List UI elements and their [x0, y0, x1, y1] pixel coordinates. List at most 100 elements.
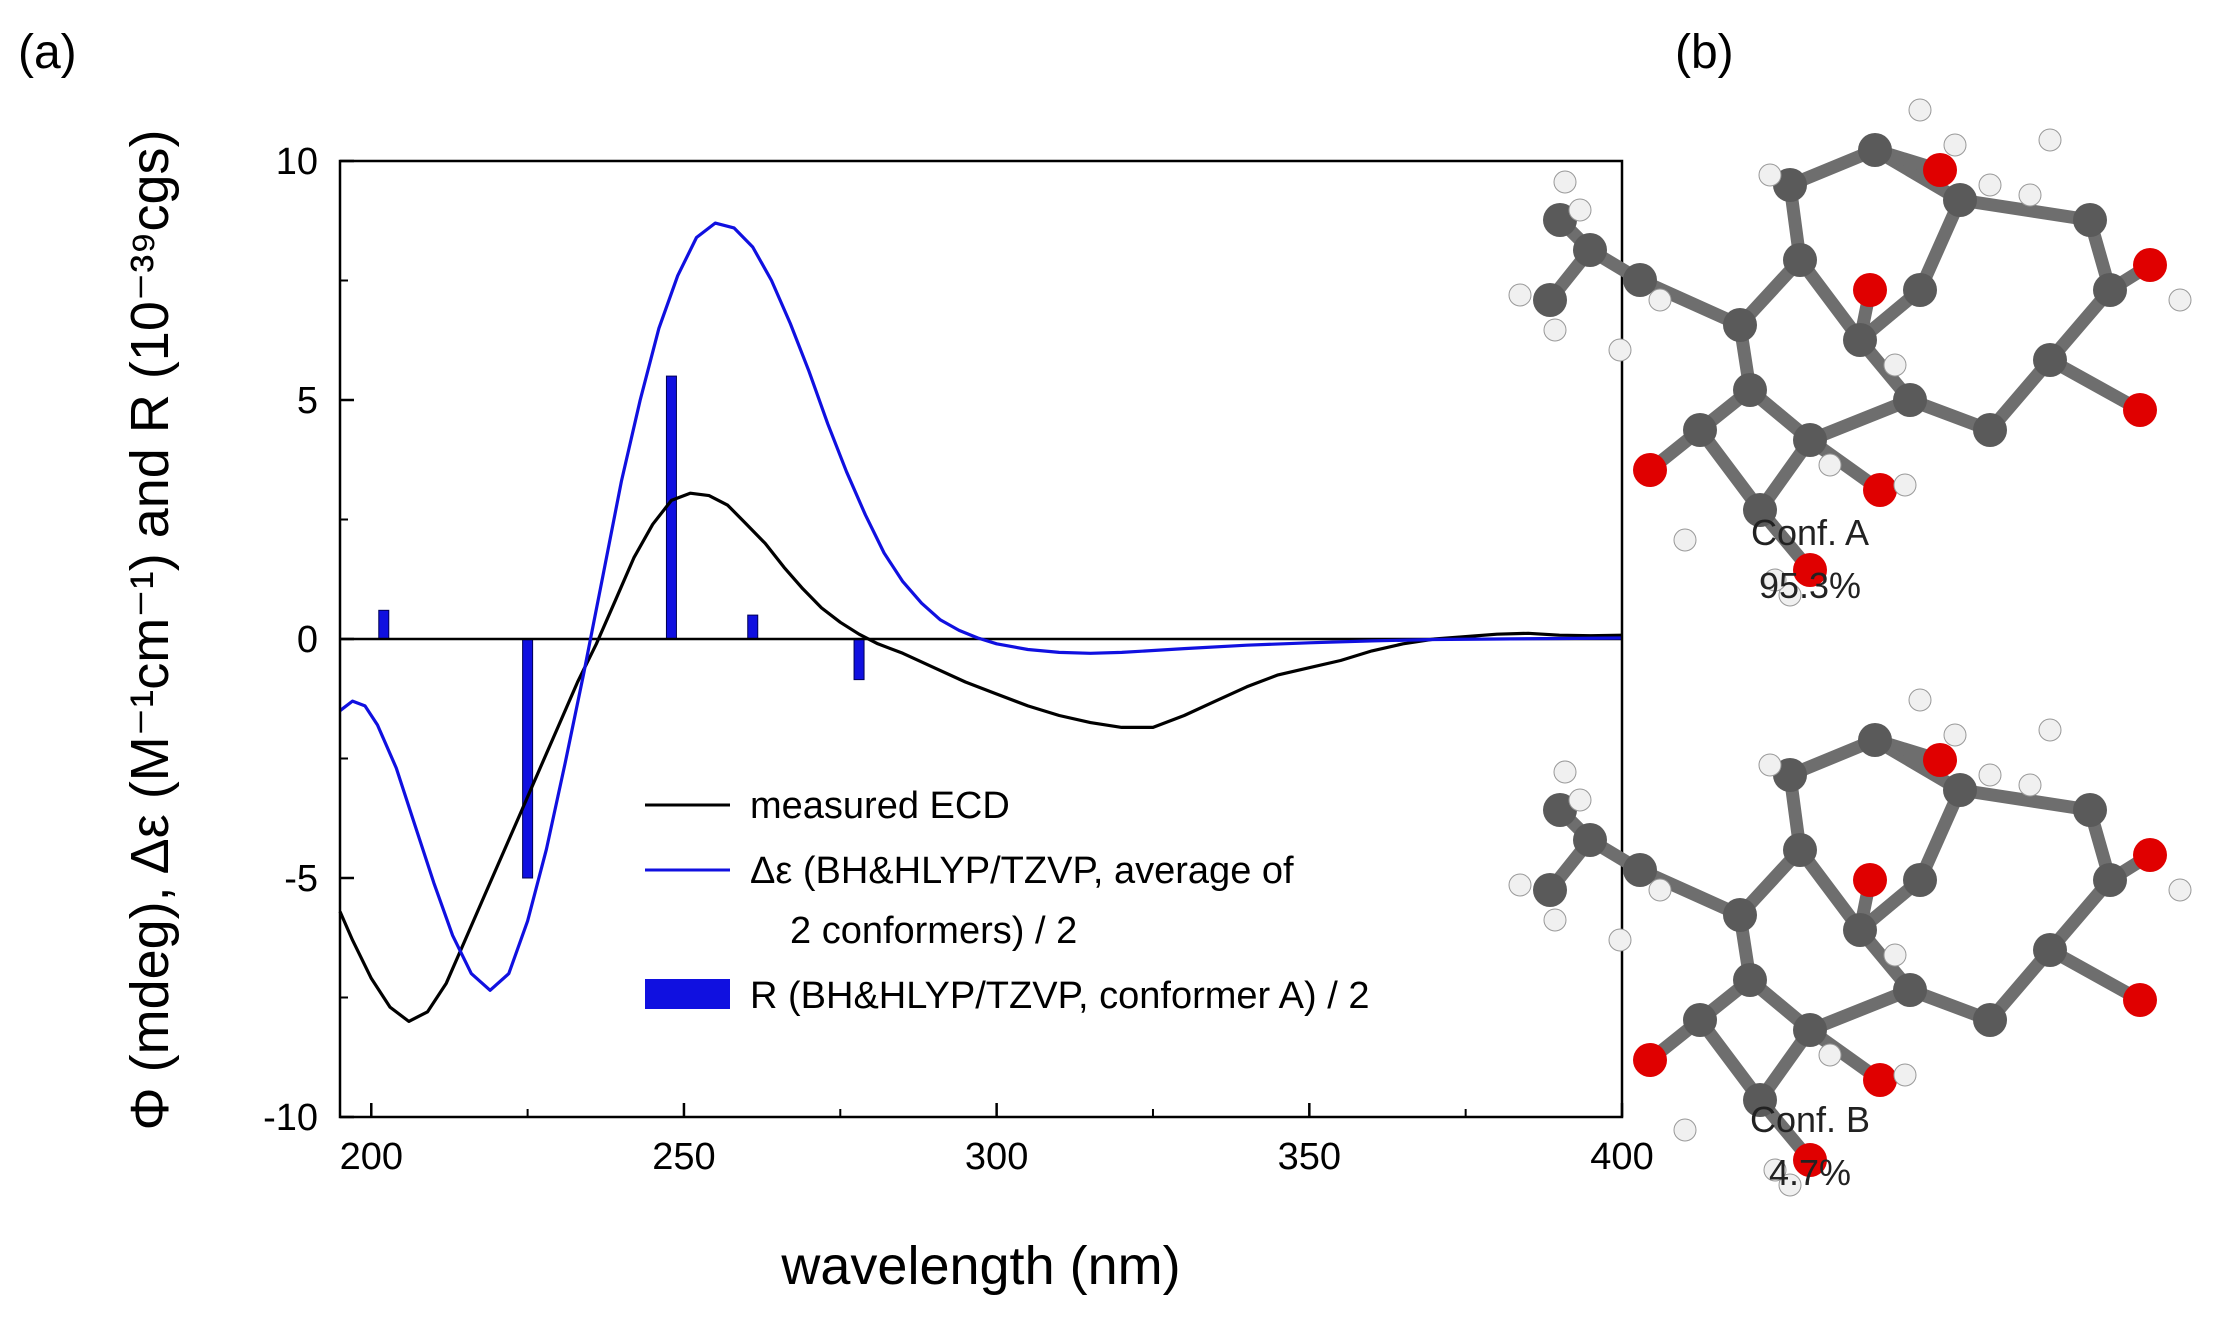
- ecd-chart: 200 250 300 350 400 10 5 0 -5 -10 wavelength (nm…: [120, 130, 1654, 1296]
- panel-label-a: (a): [18, 26, 77, 79]
- x-axis-ticks: 200 250 300 350 400: [340, 1103, 1654, 1178]
- carbon-atom: [1723, 308, 1757, 342]
- carbon-atom: [1943, 773, 1977, 807]
- hydrogen-atom: [1508, 873, 1532, 897]
- carbon-atom: [2093, 863, 2127, 897]
- hydrogen-atom: [1778, 1173, 1802, 1197]
- y-axis-ticks: 10 5 0 -5 -10: [263, 141, 354, 1139]
- panel-label-b: (b): [1675, 26, 1734, 79]
- carbon-atom: [1843, 913, 1877, 947]
- bond: [1953, 783, 2097, 817]
- stick-bar: [522, 638, 534, 879]
- carbon-atom: [1533, 283, 1567, 317]
- carbon-atom: [1773, 168, 1807, 202]
- conformer-a-label: Conf. A: [1751, 512, 1869, 553]
- carbon-atom: [1773, 758, 1807, 792]
- hydrogen-atom: [1568, 788, 1592, 812]
- x-tick-label: 350: [1278, 1136, 1341, 1178]
- bond: [1803, 983, 1917, 1037]
- oxygen-atom: [1853, 863, 1887, 897]
- legend-label-measured: measured ECD: [750, 785, 1010, 827]
- stick-bar: [747, 614, 759, 640]
- conformer-a-model: Conf. A 95.3%: [1508, 98, 2192, 607]
- carbon-atom: [1943, 183, 1977, 217]
- hydrogen-atom: [1883, 943, 1907, 967]
- hydrogen-atom: [1553, 760, 1577, 784]
- carbon-atom: [1743, 1083, 1777, 1117]
- bond: [1633, 863, 1747, 922]
- hydrogen-atom: [1818, 1043, 1842, 1067]
- hydrogen-atom: [1508, 283, 1532, 307]
- bond: [1953, 193, 2097, 227]
- bond: [1633, 273, 1747, 332]
- x-tick-label: 250: [652, 1136, 715, 1178]
- hydrogen-atom: [2038, 128, 2062, 152]
- stick-spectrum: [378, 375, 865, 879]
- legend-label-calc-line2: 2 conformers) / 2: [790, 910, 1077, 952]
- carbon-atom: [2093, 273, 2127, 307]
- hydrogen-atom: [1673, 528, 1697, 552]
- oxygen-atom: [1793, 553, 1827, 587]
- y-tick-label: -5: [284, 858, 318, 900]
- stick-bar: [378, 609, 390, 640]
- oxygen-atom: [2123, 983, 2157, 1017]
- legend: measured ECD Δε (BH&HLYP/TZVP, average o…: [645, 785, 1369, 1017]
- carbon-atom: [1793, 1013, 1827, 1047]
- hydrogen-atom: [1893, 473, 1917, 497]
- carbon-atom: [1733, 963, 1767, 997]
- hydrogen-atom: [2018, 773, 2042, 797]
- carbon-atom: [1573, 233, 1607, 267]
- hydrogen-atom: [1893, 1063, 1917, 1087]
- bond: [2043, 943, 2147, 1007]
- carbon-atom: [1723, 898, 1757, 932]
- hydrogen-atom: [1608, 928, 1632, 952]
- hydrogen-atom: [1883, 353, 1907, 377]
- carbon-atom: [2073, 793, 2107, 827]
- carbon-atom: [1543, 203, 1577, 237]
- hydrogen-atom: [1943, 723, 1967, 747]
- hydrogen-atom: [1763, 568, 1787, 592]
- hydrogen-atom: [2168, 288, 2192, 312]
- carbon-atom: [1893, 973, 1927, 1007]
- oxygen-atom: [1853, 273, 1887, 307]
- oxygen-atom: [2123, 393, 2157, 427]
- oxygen-atom: [1863, 473, 1897, 507]
- molecule-a-picture: [1508, 98, 2192, 607]
- hydrogen-atom: [1758, 163, 1782, 187]
- hydrogen-atom: [1978, 763, 2002, 787]
- carbon-atom: [1843, 323, 1877, 357]
- x-axis-title: wavelength (nm): [780, 1236, 1180, 1296]
- carbon-atom: [1783, 243, 1817, 277]
- carbon-atom: [1903, 863, 1937, 897]
- carbon-atom: [1973, 1003, 2007, 1037]
- hydrogen-atom: [1543, 318, 1567, 342]
- hydrogen-atom: [1818, 453, 1842, 477]
- carbon-atom: [1683, 413, 1717, 447]
- series-line-measured: [338, 491, 1623, 1023]
- oxygen-atom: [1923, 743, 1957, 777]
- carbon-atom: [1903, 273, 1937, 307]
- oxygen-atom: [1633, 1043, 1667, 1077]
- stick-bar: [853, 638, 865, 681]
- molecule-b-picture: [1508, 688, 2192, 1197]
- hydrogen-atom: [1978, 173, 2002, 197]
- bond: [1803, 393, 1917, 447]
- hydrogen-atom: [1908, 688, 1932, 712]
- hydrogen-atom: [1608, 338, 1632, 362]
- legend-label-sticks: R (BH&HLYP/TZVP, conformer A) / 2: [750, 975, 1369, 1017]
- conformer-a-percent: 95.3%: [1759, 565, 1861, 606]
- hydrogen-atom: [1908, 98, 1932, 122]
- carbon-atom: [1783, 833, 1817, 867]
- carbon-atom: [1793, 423, 1827, 457]
- oxygen-atom: [1793, 1143, 1827, 1177]
- carbon-atom: [1543, 793, 1577, 827]
- carbon-atom: [1533, 873, 1567, 907]
- conformer-b-label: Conf. B: [1750, 1099, 1870, 1140]
- oxygen-atom: [1633, 453, 1667, 487]
- carbon-atom: [1973, 413, 2007, 447]
- line-series: [338, 221, 1623, 1023]
- conformer-b-percent: 4.7%: [1769, 1152, 1851, 1193]
- hydrogen-atom: [2038, 718, 2062, 742]
- oxygen-atom: [2133, 838, 2167, 872]
